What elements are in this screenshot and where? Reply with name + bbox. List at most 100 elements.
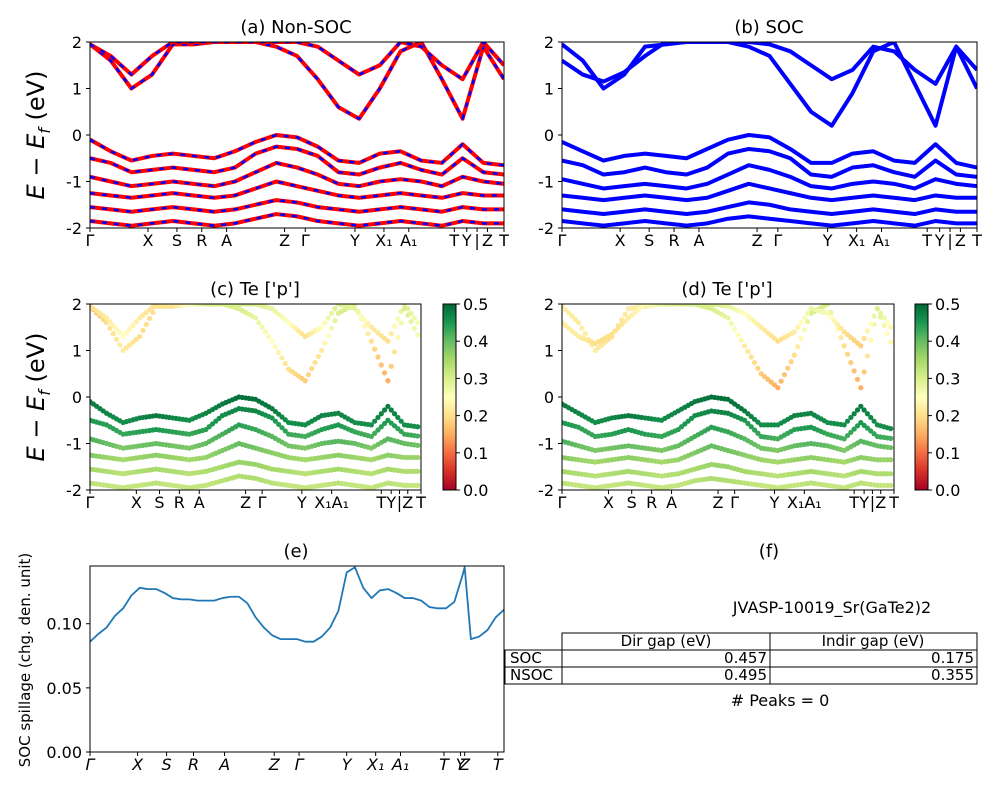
- x-tick-label: T: [375, 493, 386, 512]
- band-point: [282, 428, 288, 434]
- band-point: [381, 407, 388, 413]
- band-point: [411, 315, 417, 321]
- x-tick-label: X₁A₁: [787, 493, 822, 512]
- soc-dir-gap: 0.457: [724, 649, 767, 667]
- x-tick-label: T: [921, 231, 932, 250]
- band-point: [871, 313, 877, 319]
- band-point: [405, 306, 411, 312]
- x-tick-label: Z: [402, 493, 413, 512]
- band-point: [844, 418, 851, 424]
- band-point: [562, 306, 568, 313]
- band-point: [868, 337, 874, 343]
- x-tick-label: R: [188, 755, 199, 774]
- band-point: [355, 309, 361, 315]
- plot-area: [562, 304, 894, 490]
- band-point: [312, 359, 318, 366]
- band-point: [848, 414, 854, 421]
- band-point: [868, 414, 874, 421]
- band-point: [415, 433, 421, 439]
- band-point: [272, 418, 278, 424]
- band-point: [795, 324, 801, 330]
- band-point: [888, 445, 894, 451]
- band-point: [272, 344, 278, 350]
- band-point: [805, 319, 811, 325]
- band-point: [375, 354, 381, 360]
- band-point: [881, 315, 887, 321]
- x-tick-label: X: [131, 755, 144, 774]
- y-tick-label: 1: [544, 80, 554, 99]
- band-point: [622, 311, 628, 317]
- colorbar-tick-label: 0.1: [463, 444, 488, 463]
- header-dir-gap: Dir gap (eV): [621, 632, 712, 650]
- band-point: [368, 433, 374, 440]
- band-point: [841, 343, 847, 349]
- band-point: [332, 306, 338, 312]
- band-point: [329, 325, 335, 331]
- y-tick-label: 1: [544, 342, 554, 361]
- band-point: [801, 327, 807, 333]
- band-point: [888, 457, 894, 463]
- header-indir-gap: Indir gap (eV): [822, 632, 925, 650]
- x-tick-label: A: [194, 493, 205, 512]
- band-point: [728, 320, 734, 327]
- band-point: [329, 310, 335, 316]
- x-tick-label: |: [397, 493, 402, 512]
- band-point: [871, 418, 877, 424]
- band-point: [861, 369, 867, 375]
- y-tick-label: -1: [66, 435, 82, 454]
- band-point: [888, 339, 894, 345]
- x-tick-label: Y: [456, 755, 467, 774]
- band-point: [884, 320, 890, 326]
- band-point: [279, 425, 285, 431]
- band-point: [415, 482, 421, 488]
- x-tick-label: Z: [875, 493, 886, 512]
- band-point: [107, 319, 113, 325]
- x-tick-label: X: [142, 231, 153, 250]
- y-tick-label: 2: [544, 295, 554, 314]
- band-ylabel-top: E − Ef (eV): [22, 71, 54, 200]
- band-point: [798, 335, 804, 342]
- band-point: [884, 331, 890, 337]
- panel-c-title: (c) Te ['p']: [210, 279, 300, 300]
- plot-area: [90, 42, 504, 228]
- band-point: [751, 427, 758, 433]
- band-point: [269, 338, 275, 344]
- band-point: [266, 333, 272, 340]
- band-line: [562, 133, 977, 170]
- band-point: [838, 334, 844, 341]
- band-point: [103, 315, 110, 321]
- band-point: [415, 332, 421, 338]
- band-point: [748, 424, 754, 430]
- band-point: [120, 333, 126, 340]
- band-point: [888, 324, 894, 330]
- panel-c: Γ X S R A Z Γ Y X₁A₁ T Y | Z T0.00.10.20.30.40.5-2-10…: [66, 295, 488, 512]
- x-tick-label: R: [196, 231, 207, 250]
- y-tick-label: 1: [72, 80, 82, 99]
- x-tick-label: |: [947, 231, 952, 250]
- band-point: [851, 368, 857, 374]
- plot-area: [90, 566, 504, 643]
- band-point: [888, 426, 894, 432]
- band-point: [858, 385, 864, 391]
- x-tick-label: Z: [752, 231, 763, 250]
- y-tick-label: -1: [538, 173, 554, 192]
- band-point: [582, 331, 588, 337]
- band-line: [90, 145, 504, 176]
- panel-a-title: (a) Non-SOC: [240, 17, 351, 38]
- band-point: [140, 327, 146, 334]
- band-ylabel-middle: E − Ef (eV): [22, 333, 54, 462]
- band-point: [408, 319, 414, 325]
- x-tick-label: Y: [822, 231, 833, 250]
- x-tick-label: T: [415, 493, 426, 512]
- band-point: [322, 320, 328, 326]
- x-tick-label: Γ: [295, 755, 305, 774]
- band-point: [325, 333, 331, 339]
- band-point: [415, 442, 421, 448]
- x-tick-label: Z: [482, 231, 493, 250]
- x-tick-label: S: [644, 231, 654, 250]
- x-tick-label: S: [154, 493, 164, 512]
- band-point: [352, 304, 358, 307]
- band-point: [372, 418, 378, 424]
- band-point: [785, 365, 791, 371]
